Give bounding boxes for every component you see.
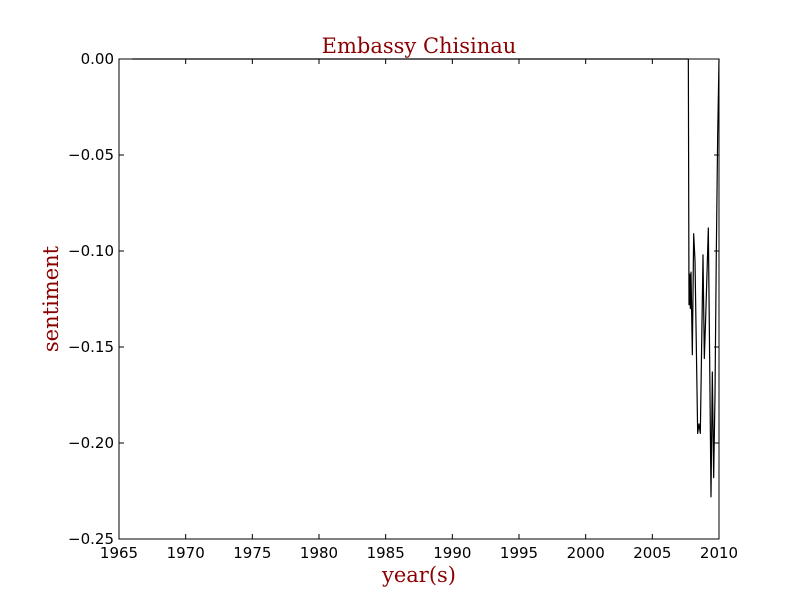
y-tick-label: −0.25 (68, 530, 114, 548)
chart-title: Embassy Chisinau (322, 34, 517, 58)
y-tick-label: −0.10 (68, 242, 114, 260)
plot-background (119, 59, 719, 539)
x-tick-label: 2000 (567, 544, 605, 562)
x-axis-label: year(s) (381, 563, 456, 587)
x-axis-ticks: 1965 1970 1975 1980 1985 1990 1995 2000 2005 2010 (100, 59, 738, 562)
x-tick-label: 2010 (700, 544, 738, 562)
series-layer (132, 58, 720, 498)
x-tick-label: 2005 (633, 544, 671, 562)
x-tick-label: 1980 (300, 544, 338, 562)
y-axis-ticks: 0.00 −0.05 −0.10 −0.15 −0.20 −0.25 (68, 50, 719, 548)
y-tick-label: −0.20 (68, 434, 114, 452)
y-axis-label: sentiment (39, 245, 63, 352)
x-tick-label: 1975 (233, 544, 271, 562)
x-tick-label: 1965 (100, 544, 138, 562)
x-tick-label: 1970 (167, 544, 205, 562)
y-tick-label: −0.05 (68, 146, 114, 164)
x-tick-label: 1995 (500, 544, 538, 562)
y-tick-label: 0.00 (81, 50, 114, 68)
plot-frame (118, 58, 720, 540)
x-tick-label: 1985 (367, 544, 405, 562)
series-line-0 (132, 58, 720, 498)
x-tick-label: 1990 (433, 544, 471, 562)
y-tick-label: −0.15 (68, 338, 114, 356)
